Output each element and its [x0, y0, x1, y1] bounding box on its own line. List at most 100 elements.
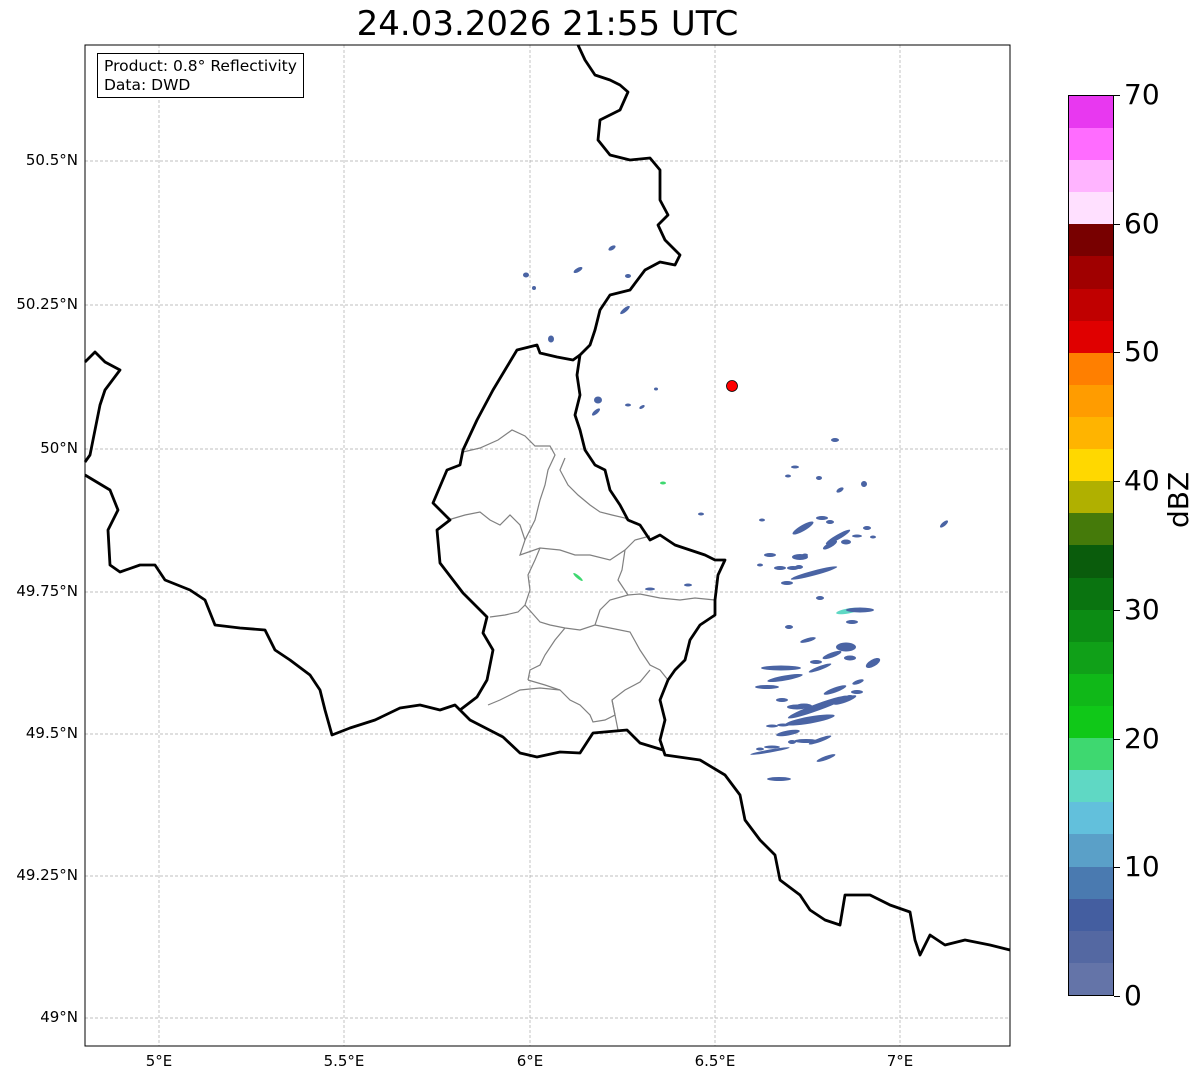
lat-tick-label: 50.5°N	[25, 151, 78, 169]
colorbar-bin	[1069, 866, 1113, 899]
radar-echo	[774, 566, 786, 570]
radar-echo	[785, 474, 791, 478]
radar-echo	[833, 695, 857, 705]
radar-echo	[802, 553, 808, 557]
radar-echo	[532, 286, 536, 290]
radar-echo	[573, 572, 583, 582]
colorbar-bin	[1069, 256, 1113, 289]
radar-echo	[645, 587, 655, 591]
radar-echo	[831, 438, 839, 442]
radar-echo	[865, 657, 881, 669]
radar-echo	[764, 553, 776, 557]
lat-tick-label: 49.25°N	[16, 866, 78, 884]
colorbar-tick	[1114, 867, 1120, 869]
colorbar-tick-label: 30	[1124, 592, 1160, 626]
radar-echo	[625, 274, 631, 278]
radar-echo	[826, 520, 834, 524]
product-info-box: Product: 0.8° Reflectivity Data: DWD	[97, 53, 304, 98]
radar-site-marker	[726, 380, 738, 392]
radar-echo	[844, 655, 856, 661]
radar-echo	[767, 777, 791, 781]
radar-echo	[823, 685, 847, 695]
lon-tick-label: 6°E	[516, 1052, 544, 1070]
map-title: 24.03.2026 21:55 UTC	[356, 4, 739, 44]
colorbar-unit-label: dBZ	[1162, 471, 1195, 528]
lat-tick-label: 49°N	[40, 1008, 78, 1026]
region-borders	[447, 429, 716, 731]
radar-echo	[764, 745, 780, 749]
radar-echo	[776, 729, 800, 737]
colorbar-tick	[1114, 95, 1120, 96]
radar-echo	[836, 642, 856, 652]
lon-tick-label: 7°E	[886, 1052, 914, 1070]
radar-echo	[594, 396, 602, 404]
colorbar-bin	[1069, 417, 1113, 450]
radar-echo	[698, 512, 704, 516]
colorbar-tick-label: 60	[1124, 206, 1160, 240]
colorbar-bin	[1069, 192, 1113, 225]
radar-echo	[625, 403, 631, 407]
colorbar-bin	[1069, 128, 1113, 161]
radar-echo	[757, 563, 763, 567]
colorbar-bin	[1069, 770, 1113, 803]
colorbar-tick-label: 40	[1124, 464, 1160, 498]
radar-echo	[756, 747, 764, 751]
radar-echo	[761, 665, 801, 671]
radar-echo	[825, 529, 851, 545]
lat-tick-label: 50.25°N	[16, 295, 78, 313]
radar-echo	[841, 539, 851, 545]
colorbar-tick	[1114, 481, 1120, 483]
radar-echo	[523, 272, 529, 278]
radar-echo	[785, 714, 835, 726]
radar-echo	[755, 685, 779, 689]
lat-tick-label: 49.75°N	[16, 582, 78, 600]
radar-echo	[808, 663, 832, 673]
radar-echo	[781, 581, 793, 585]
radar-echo	[846, 620, 858, 624]
colorbar-tick	[1114, 609, 1120, 611]
colorbar-tick-label: 20	[1124, 721, 1160, 755]
radar-echo	[846, 607, 874, 613]
radar-echo	[822, 650, 842, 660]
radar-echo	[863, 526, 871, 530]
radar-echo	[796, 703, 812, 709]
radar-echo	[816, 476, 822, 480]
colorbar-bin	[1069, 95, 1113, 129]
colorbar-bin	[1069, 930, 1113, 963]
colorbar-bin	[1069, 898, 1113, 931]
radar-echo	[573, 266, 583, 274]
gridlines	[85, 45, 1010, 1046]
lat-tick-label: 50°N	[40, 439, 78, 457]
colorbar-bin	[1069, 706, 1113, 739]
data-source-label: Data: DWD	[104, 76, 191, 94]
radar-echo	[791, 465, 799, 469]
country-borders	[83, 44, 1011, 957]
colorbar-bin	[1069, 673, 1113, 707]
radar-echo	[548, 335, 554, 343]
radar-echo	[870, 535, 876, 539]
colorbar-bin	[1069, 802, 1113, 835]
radar-echo	[608, 245, 616, 251]
radar-echo	[836, 487, 844, 493]
radar-echo	[759, 518, 765, 522]
colorbar-bin	[1069, 224, 1113, 257]
radar-echo	[776, 698, 788, 702]
colorbar-bin	[1069, 513, 1113, 546]
radar-echo	[810, 660, 822, 664]
colorbar-bin	[1069, 962, 1113, 995]
colorbar-bin	[1069, 641, 1113, 674]
radar-echoes	[523, 245, 949, 781]
radar-echo	[654, 387, 658, 391]
colorbar	[1068, 95, 1114, 996]
radar-echo	[852, 534, 862, 538]
radar-echo	[767, 674, 803, 682]
radar-echo	[639, 405, 645, 409]
radar-echo	[861, 481, 867, 487]
colorbar-bin	[1069, 481, 1113, 514]
radar-echo	[785, 625, 793, 629]
radar-echo	[852, 679, 864, 685]
radar-echo	[800, 637, 816, 643]
colorbar-tick-label: 70	[1124, 78, 1160, 111]
colorbar-tick	[1114, 996, 1120, 997]
